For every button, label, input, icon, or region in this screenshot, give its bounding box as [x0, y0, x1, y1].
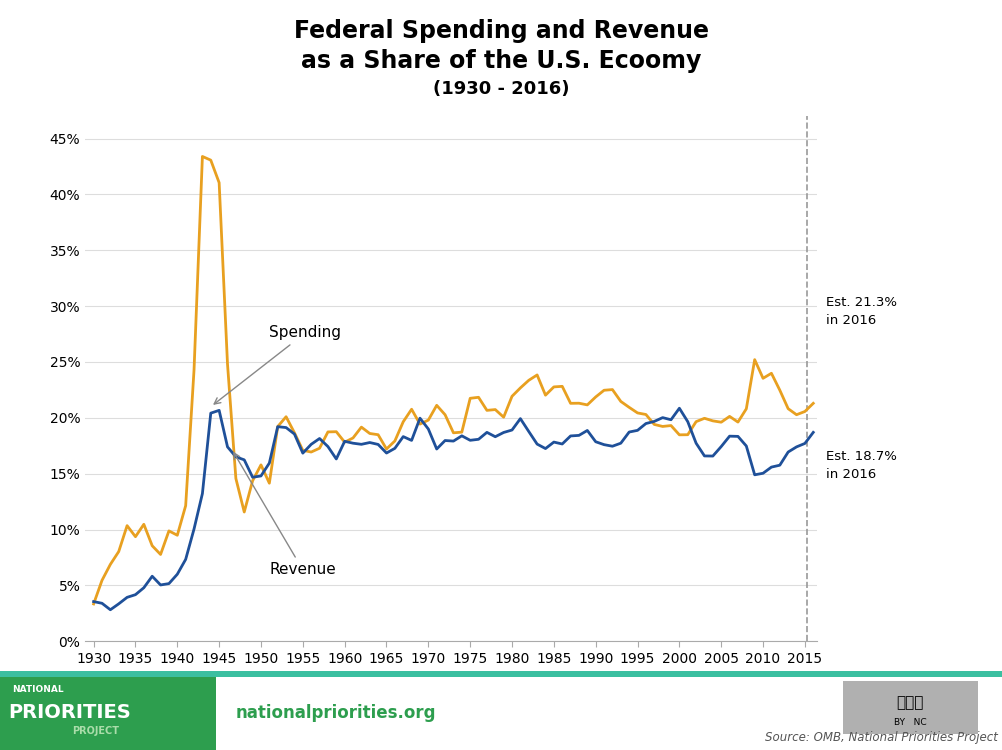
Bar	[0, 671, 1002, 676]
Text: PROJECT: PROJECT	[72, 726, 119, 736]
Text: as a Share of the U.S. Ecoomy: as a Share of the U.S. Ecoomy	[301, 49, 701, 73]
Text: Revenue: Revenue	[233, 453, 336, 578]
Text: Source: OMB, National Priorities Project: Source: OMB, National Priorities Project	[765, 730, 997, 744]
Bar	[842, 681, 977, 734]
Text: Est. 18.7%
in 2016: Est. 18.7% in 2016	[826, 451, 896, 482]
Bar	[0, 676, 215, 750]
Text: ⒸⓂⓈ: ⒸⓂⓈ	[896, 694, 923, 709]
Text: Federal Spending and Revenue: Federal Spending and Revenue	[294, 19, 708, 43]
Text: Spending: Spending	[214, 326, 341, 404]
Text: nationalpriorities.org: nationalpriorities.org	[235, 704, 436, 722]
Text: PRIORITIES: PRIORITIES	[8, 703, 130, 721]
Text: NATIONAL: NATIONAL	[12, 686, 63, 694]
Text: (1930 - 2016): (1930 - 2016)	[433, 80, 569, 98]
Text: Est. 21.3%
in 2016: Est. 21.3% in 2016	[826, 296, 897, 327]
Text: BY   NC: BY NC	[893, 718, 926, 727]
